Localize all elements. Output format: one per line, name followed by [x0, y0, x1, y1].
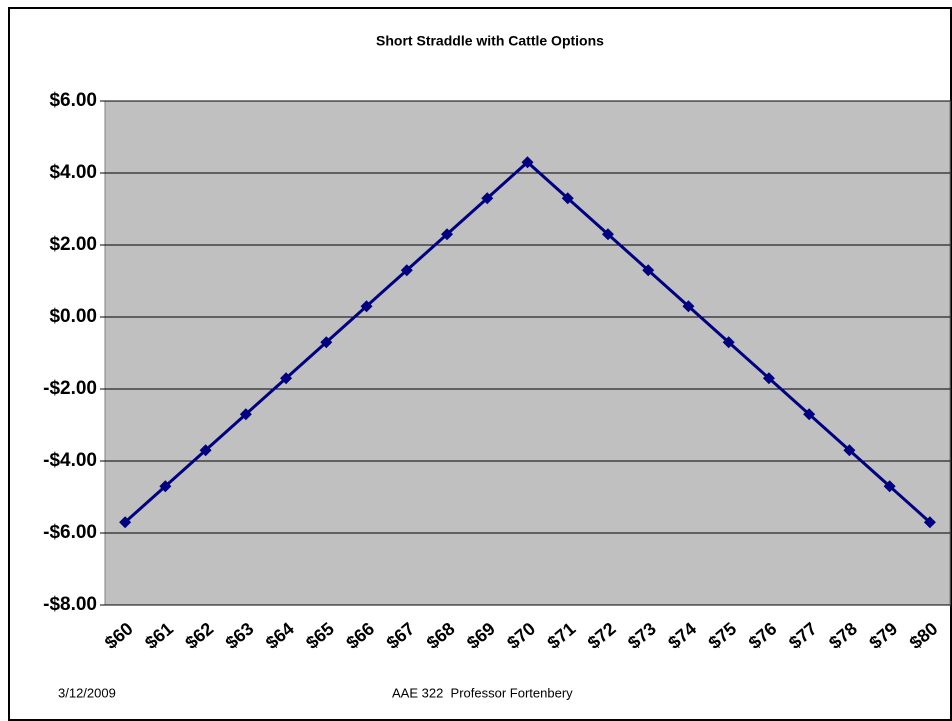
y-tick-label: -$6.00 — [43, 522, 97, 543]
marker — [762, 372, 775, 385]
marker — [159, 480, 172, 493]
y-tick-label: -$4.00 — [43, 450, 97, 471]
marker — [883, 480, 896, 493]
footer-course: AAE 322 Professor Fortenbery — [392, 685, 573, 700]
marker — [199, 444, 212, 457]
plot-area — [104, 100, 951, 606]
chart-title: Short Straddle with Cattle Options — [376, 33, 604, 49]
marker — [360, 300, 373, 313]
marker — [280, 372, 293, 385]
y-tick-label: -$8.00 — [43, 594, 97, 615]
marker — [803, 408, 816, 421]
marker — [400, 264, 413, 277]
marker — [843, 444, 856, 457]
marker — [722, 336, 735, 349]
marker — [923, 516, 936, 529]
y-tick-label: $6.00 — [49, 90, 97, 111]
marker — [642, 264, 655, 277]
y-tick-label: $0.00 — [49, 306, 97, 327]
y-tick-label: $2.00 — [49, 234, 97, 255]
marker — [481, 192, 494, 205]
marker — [119, 516, 132, 529]
y-tick-label: -$2.00 — [43, 378, 97, 399]
marker — [239, 408, 252, 421]
marker — [601, 228, 614, 241]
marker — [320, 336, 333, 349]
marker — [561, 192, 574, 205]
marker — [682, 300, 695, 313]
marker — [441, 228, 454, 241]
footer-date: 3/12/2009 — [58, 685, 116, 700]
marker — [521, 156, 534, 169]
y-tick-label: $4.00 — [49, 162, 97, 183]
